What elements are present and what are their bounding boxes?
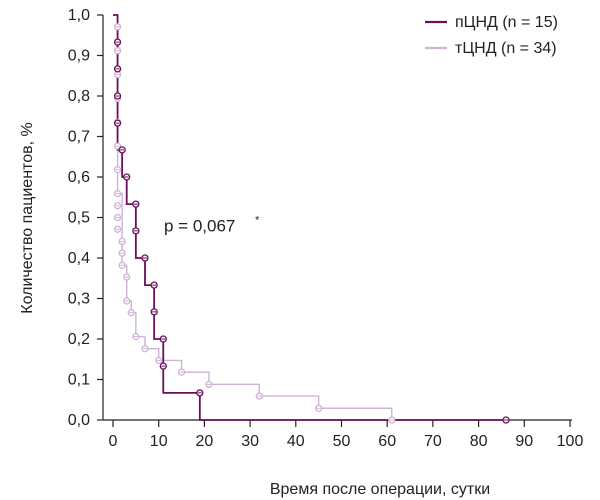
x-tick-label: 0: [109, 433, 118, 450]
y-tick-label: 0,7: [68, 129, 90, 146]
y-tick-label: 0,0: [68, 412, 90, 429]
y-tick-label: 0,5: [68, 210, 90, 227]
legend: пЦНД (n = 15) тЦНД (n = 34): [425, 14, 558, 57]
x-tick-label: 80: [470, 433, 488, 450]
y-tick-label: 1,0: [68, 7, 90, 24]
x-tick-label: 40: [287, 433, 305, 450]
y-tick-label: 0,8: [68, 88, 90, 105]
y-tick-label: 0,3: [68, 291, 90, 308]
x-axis-title: Время после операции, сутки: [270, 481, 490, 498]
legend-label-0: пЦНД (n = 15): [455, 14, 558, 31]
x-tick-label: 20: [196, 433, 214, 450]
x-tick-label: 10: [150, 433, 168, 450]
x-tick-label: 60: [378, 433, 396, 450]
x-tick-label: 90: [515, 433, 533, 450]
y-tick-label: 0,1: [68, 372, 90, 389]
x-tick-label: 70: [424, 433, 442, 450]
x-tick-label: 50: [333, 433, 351, 450]
label-layer: 0,0 0,1 0,2 0,3 0,4 0,5 0,6 0,7 0,8 0,9 1,0 0 10 20 30…: [19, 7, 583, 498]
legend-label-1: тЦНД (n = 34): [455, 40, 557, 57]
y-tick-label: 0,2: [68, 331, 90, 348]
marker-layer: [113, 23, 510, 424]
tick-marks: [97, 14, 571, 427]
x-tick-label: 100: [557, 433, 584, 450]
p-value-annotation: p = 0,067: [164, 217, 235, 236]
series-line-1: [113, 14, 393, 420]
y-axis-title: Количество пациентов, %: [19, 122, 36, 313]
y-tick-label: 0,6: [68, 169, 90, 186]
x-tick-label: 30: [241, 433, 259, 450]
p-value-superscript: *: [255, 215, 260, 227]
y-tick-label: 0,9: [68, 48, 90, 65]
y-tick-label: 0,4: [68, 250, 90, 267]
